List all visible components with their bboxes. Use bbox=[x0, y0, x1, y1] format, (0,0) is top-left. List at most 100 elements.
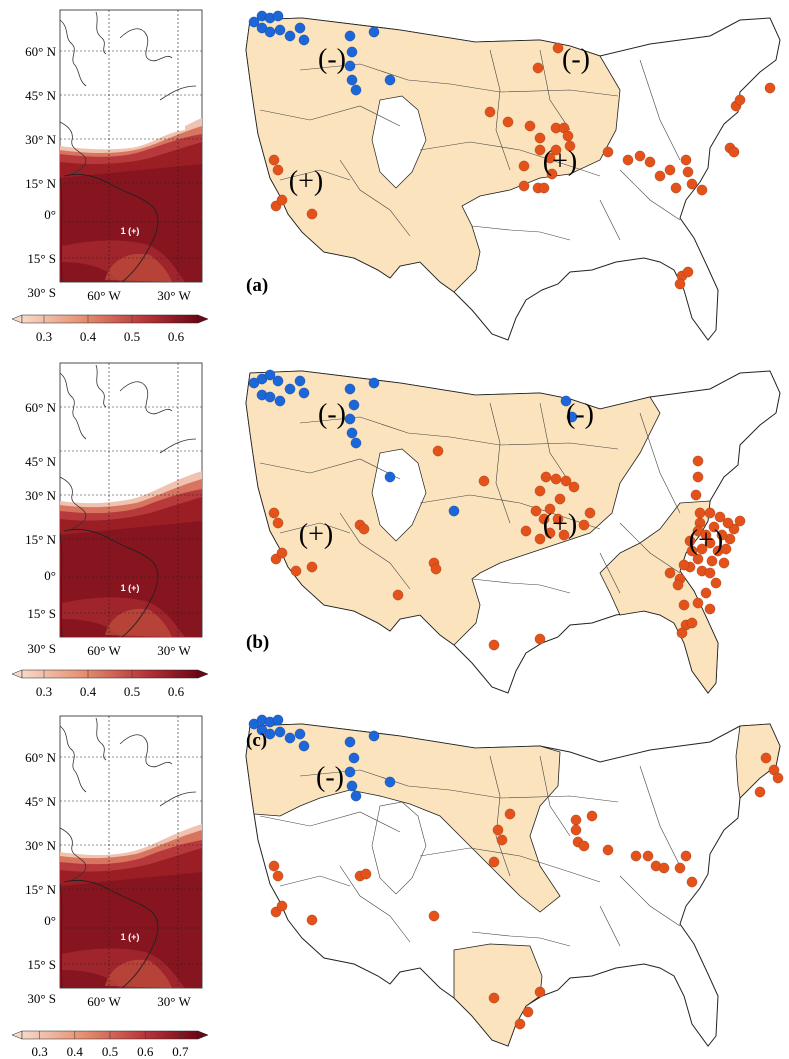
colorbar-ticks: 0.3 0.4 0.5 0.6 0.7 bbox=[31, 1031, 189, 1059]
positive-site-dot bbox=[716, 529, 728, 541]
panel-letter: (c) bbox=[246, 730, 268, 751]
positive-site-dot bbox=[622, 154, 634, 166]
sign-label: (+) bbox=[543, 146, 577, 177]
positive-site-dot bbox=[560, 475, 572, 487]
colorbar-tick-label: 0.4 bbox=[80, 329, 97, 344]
positive-site-dot bbox=[696, 184, 708, 196]
positive-site-dot bbox=[586, 810, 598, 822]
positive-site-dot bbox=[674, 278, 686, 290]
lat-label: 30° S bbox=[27, 285, 56, 300]
positive-site-dot bbox=[760, 752, 772, 764]
lat-label: 60° N bbox=[25, 44, 56, 59]
positive-site-dot bbox=[534, 485, 546, 497]
positive-site-dot bbox=[306, 914, 318, 926]
negative-site-dot bbox=[272, 714, 284, 726]
negative-site-dot bbox=[344, 736, 356, 748]
positive-site-dot bbox=[544, 527, 556, 539]
colorbar-tick-label: 0.3 bbox=[36, 329, 52, 344]
negative-site-dot bbox=[350, 790, 362, 802]
positive-site-dot bbox=[428, 910, 440, 922]
lat-label: 45° N bbox=[25, 88, 56, 103]
negative-site-dot bbox=[344, 413, 356, 425]
sign-label: (+) bbox=[289, 166, 323, 197]
colorbar bbox=[11, 669, 209, 679]
positive-site-dot bbox=[714, 511, 726, 523]
positive-site-dot bbox=[522, 1006, 534, 1018]
positive-site-dot bbox=[734, 94, 746, 106]
positive-site-dot bbox=[642, 850, 654, 862]
positive-site-dot bbox=[554, 493, 566, 505]
negative-site-dot bbox=[384, 74, 396, 86]
lat-label: 30° N bbox=[25, 838, 56, 853]
positive-site-dot bbox=[710, 577, 722, 589]
positive-site-dot bbox=[546, 168, 558, 180]
positive-site-dot bbox=[488, 639, 500, 651]
negative-site-dot bbox=[284, 732, 296, 744]
positive-site-dot bbox=[276, 900, 288, 912]
negative-site-dot bbox=[272, 10, 284, 22]
positive-site-dot bbox=[578, 840, 590, 852]
negative-site-dot bbox=[274, 24, 286, 36]
negative-site-dot bbox=[346, 74, 358, 86]
positive-site-dot bbox=[570, 814, 582, 826]
site-dots bbox=[248, 369, 746, 651]
lon-label: 60° W bbox=[87, 643, 121, 658]
positive-site-dot bbox=[534, 533, 546, 545]
positive-site-dot bbox=[678, 559, 690, 571]
positive-site-dot bbox=[540, 471, 552, 483]
positive-site-dot bbox=[706, 555, 718, 567]
negative-site-dot bbox=[346, 427, 358, 439]
positive-site-dot bbox=[664, 567, 676, 579]
positive-site-dot bbox=[496, 834, 508, 846]
negative-site-dot bbox=[384, 776, 396, 788]
negative-site-dot bbox=[344, 383, 356, 395]
positive-site-dot bbox=[682, 166, 694, 178]
colorbar-tick-label: 0.7 bbox=[172, 1044, 189, 1059]
positive-site-dot bbox=[684, 535, 696, 547]
lat-label: 15° N bbox=[25, 882, 56, 897]
positive-site-dot bbox=[654, 170, 666, 182]
positive-site-dot bbox=[504, 808, 516, 820]
lon-label: 30° W bbox=[157, 643, 191, 658]
colorbar-tick-label: 0.6 bbox=[137, 1044, 154, 1059]
positive-site-dot bbox=[686, 617, 698, 629]
region-label: 1 (+) bbox=[121, 226, 140, 236]
sign-label: (-) bbox=[318, 44, 346, 75]
lat-label: 0° bbox=[44, 913, 56, 928]
sign-label: (+) bbox=[543, 509, 577, 540]
negative-site-dot bbox=[566, 411, 578, 423]
lat-label: 30° N bbox=[25, 132, 56, 147]
positive-site-dot bbox=[672, 579, 684, 591]
positive-site-dot bbox=[534, 986, 546, 998]
positive-site-dot bbox=[630, 850, 642, 862]
correlation-map-c: 60° N 45° N 30° N 15° N 0° 15° S 30° S 6… bbox=[11, 715, 209, 1059]
lat-label: 45° N bbox=[25, 794, 56, 809]
us-basin-map-b: (-) (-) (+) (+) (+) bbox=[245, 369, 781, 694]
correlation-map-b: 60° N 45° N 30° N 15° N 0° 15° S 30° S 6… bbox=[11, 362, 209, 699]
panel-letter: (b) bbox=[246, 632, 270, 653]
positive-site-dot bbox=[754, 786, 766, 798]
positive-site-dot bbox=[558, 529, 570, 541]
panel-a: 60° N 45° N 30° N 15° N 0° 15° S 30° S 6… bbox=[0, 0, 789, 353]
negative-site-dot bbox=[346, 46, 358, 58]
positive-site-dot bbox=[584, 507, 596, 519]
sign-label: (+) bbox=[689, 525, 723, 556]
lat-label: 30° N bbox=[25, 488, 56, 503]
positive-site-dot bbox=[680, 154, 692, 166]
lon-label: 30° W bbox=[157, 994, 191, 1009]
positive-site-dot bbox=[306, 208, 318, 220]
positive-site-dot bbox=[484, 106, 496, 118]
negative-site-dot bbox=[560, 395, 572, 407]
positive-site-dot bbox=[520, 525, 532, 537]
positive-site-dot bbox=[306, 561, 318, 573]
sign-label: (-) bbox=[316, 762, 344, 793]
positive-site-dot bbox=[392, 589, 404, 601]
positive-site-dot bbox=[602, 146, 614, 158]
lat-label: 0° bbox=[44, 207, 56, 222]
positive-site-dot bbox=[692, 553, 704, 565]
negative-site-dot bbox=[248, 16, 260, 28]
positive-site-dot bbox=[360, 868, 372, 880]
positive-site-dot bbox=[518, 180, 530, 192]
panel-c: 60° N 45° N 30° N 15° N 0° 15° S 30° S 6… bbox=[0, 706, 789, 1059]
colorbar-tick-label: 0.6 bbox=[168, 684, 185, 699]
